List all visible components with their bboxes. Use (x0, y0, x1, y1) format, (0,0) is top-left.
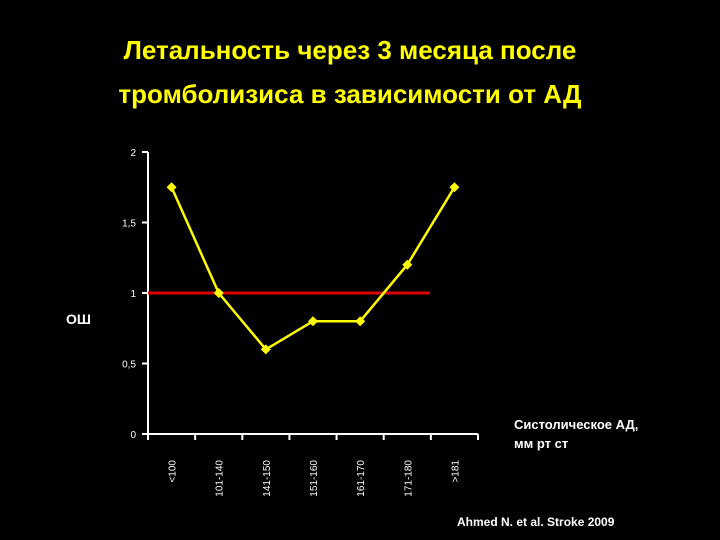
x-axis-label: Систолическое АД, мм рт ст (514, 415, 638, 453)
x-tick-label: 141-150 (262, 460, 273, 497)
x-tick-label: 101-140 (215, 460, 226, 497)
x-tick-label: 171-180 (403, 460, 414, 497)
y-axis-label: ОШ (66, 311, 91, 327)
x-tick-label: 161-170 (356, 460, 367, 497)
data-point (166, 182, 177, 193)
data-point (213, 288, 224, 298)
x-axis-label-line-2: мм рт ст (514, 436, 569, 451)
source-citation: Ahmed N. et al. Stroke 2009 (457, 515, 615, 529)
x-axis-label-line-1: Систолическое АД, (514, 417, 639, 432)
y-tick-label: 0 (130, 430, 136, 441)
x-tick-label: >181 (450, 460, 461, 483)
y-tick-label: 1,5 (122, 219, 136, 230)
y-tick-label: 2 (130, 148, 136, 159)
x-tick-label: 151-160 (309, 460, 320, 497)
data-point (449, 182, 460, 193)
data-point (308, 316, 318, 327)
data-point (260, 344, 271, 355)
x-tick-label: <100 (168, 460, 179, 483)
data-point (402, 259, 413, 270)
y-tick-label: 0,5 (122, 360, 136, 371)
data-point (355, 316, 366, 327)
slide-title: Летальность через 3 месяца после тромбол… (20, 28, 680, 116)
slide-title-line-2: тромболизиса в зависимости от АД (118, 79, 582, 109)
slide-title-line-1: Летальность через 3 месяца после (123, 35, 577, 65)
y-tick-label: 1 (130, 289, 136, 300)
